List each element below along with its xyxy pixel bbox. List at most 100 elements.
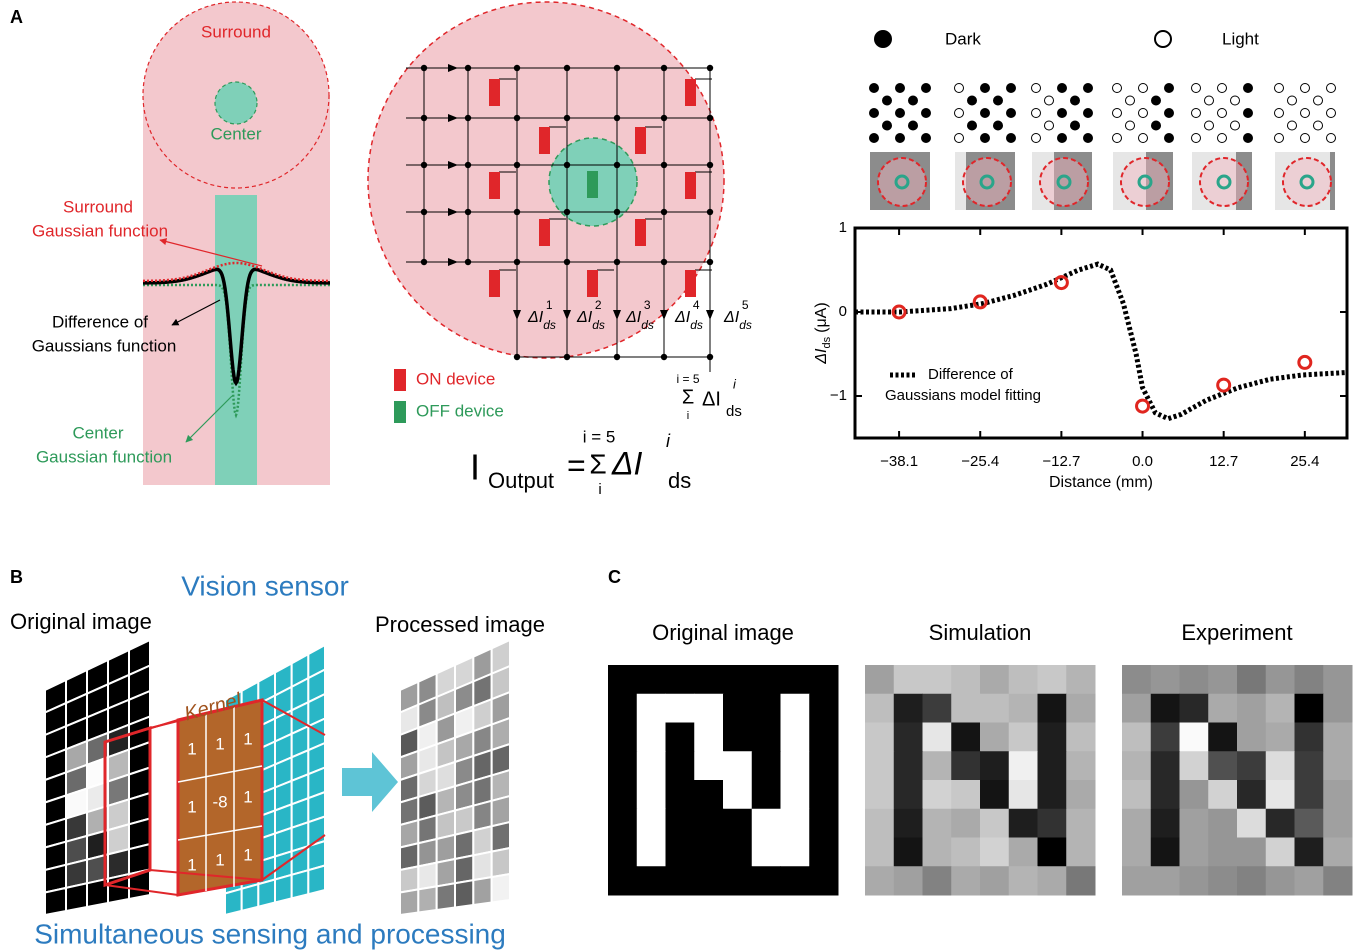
stimulus-dot bbox=[909, 96, 918, 105]
label: i = 5 bbox=[583, 427, 616, 446]
stimulus-dot bbox=[981, 84, 990, 93]
label: Center bbox=[210, 124, 261, 143]
stimulus-dot bbox=[1058, 134, 1067, 143]
x-tick-label: −25.4 bbox=[961, 453, 999, 470]
x-tick-label: 12.7 bbox=[1209, 453, 1238, 470]
pixel bbox=[1122, 665, 1151, 694]
pixel bbox=[894, 838, 923, 867]
pixel bbox=[809, 694, 838, 723]
on-device bbox=[539, 219, 550, 246]
pixel bbox=[1151, 866, 1180, 895]
current-symbol: ΔI bbox=[674, 309, 691, 326]
image-title: Original image bbox=[652, 620, 794, 645]
current-sub: ds bbox=[641, 318, 654, 332]
pixel bbox=[809, 866, 838, 895]
pixel bbox=[1237, 751, 1266, 780]
label: Surround bbox=[201, 22, 271, 41]
pixel bbox=[1237, 780, 1266, 809]
pixel bbox=[1151, 665, 1180, 694]
pixel bbox=[894, 809, 923, 838]
pixel bbox=[923, 694, 952, 723]
pixel bbox=[951, 694, 980, 723]
sensor-pixel bbox=[455, 831, 473, 860]
light-dot bbox=[1155, 31, 1171, 47]
pixel bbox=[666, 694, 695, 723]
stimulus-dot bbox=[1113, 84, 1122, 93]
sensor-pixel bbox=[242, 884, 259, 911]
pixel bbox=[752, 780, 781, 809]
pixel bbox=[809, 780, 838, 809]
pixel bbox=[608, 780, 637, 809]
pixel bbox=[1038, 723, 1067, 752]
image-title: Processed image bbox=[375, 612, 545, 637]
rf-surround bbox=[1040, 158, 1088, 206]
pixel bbox=[637, 723, 666, 752]
legend-label: OFF device bbox=[416, 401, 504, 420]
node bbox=[614, 209, 620, 215]
on-device bbox=[685, 79, 696, 106]
stimulus-dot bbox=[1327, 84, 1336, 93]
pixel bbox=[1038, 866, 1067, 895]
current-symbol: ΔI bbox=[576, 309, 593, 326]
pixel bbox=[666, 665, 695, 694]
sensor-pixel bbox=[492, 874, 510, 903]
node bbox=[564, 259, 570, 265]
node bbox=[614, 259, 620, 265]
pixel bbox=[666, 751, 695, 780]
legend-swatch bbox=[394, 369, 406, 391]
on-device bbox=[685, 172, 696, 199]
stimulus-dot bbox=[896, 84, 905, 93]
sensor-pixel bbox=[400, 889, 418, 915]
node bbox=[465, 162, 471, 168]
pixel bbox=[1208, 723, 1237, 752]
sensor-pixel bbox=[418, 863, 436, 890]
pixel bbox=[608, 751, 637, 780]
pixel bbox=[980, 665, 1009, 694]
pixel bbox=[1266, 838, 1295, 867]
on-device bbox=[685, 270, 696, 297]
data-point bbox=[1299, 356, 1311, 368]
pixel bbox=[1009, 694, 1038, 723]
kernel-value: 1 bbox=[243, 729, 252, 748]
pixel bbox=[637, 665, 666, 694]
legend-label: Dark bbox=[945, 29, 981, 48]
pixel bbox=[951, 780, 980, 809]
node bbox=[564, 115, 570, 121]
pixel bbox=[1038, 751, 1067, 780]
label: Center bbox=[72, 423, 123, 442]
node bbox=[465, 209, 471, 215]
pixel bbox=[1266, 694, 1295, 723]
node bbox=[421, 115, 427, 121]
sensor-pixel bbox=[258, 880, 275, 907]
pixel bbox=[1122, 694, 1151, 723]
stimulus-dot bbox=[1205, 121, 1214, 130]
stimulus-dot bbox=[896, 109, 905, 118]
pixel bbox=[1266, 809, 1295, 838]
node bbox=[564, 65, 570, 71]
pixel bbox=[951, 866, 980, 895]
pixel bbox=[951, 838, 980, 867]
off-device bbox=[587, 171, 598, 198]
label: Σ bbox=[589, 448, 606, 479]
label: Gaussian function bbox=[36, 447, 172, 466]
pixel bbox=[1038, 838, 1067, 867]
pixel bbox=[923, 723, 952, 752]
pixel bbox=[666, 723, 695, 752]
label: Difference of bbox=[52, 312, 148, 331]
data-point bbox=[1218, 379, 1230, 391]
y-axis-label-sub: ds bbox=[821, 336, 833, 348]
sensor-pixel bbox=[473, 852, 491, 881]
pixel bbox=[637, 866, 666, 895]
node bbox=[661, 209, 667, 215]
stimulus-dot bbox=[1113, 134, 1122, 143]
current-sup: 4 bbox=[693, 298, 700, 312]
formula-eq: = bbox=[567, 447, 586, 483]
pixel bbox=[923, 838, 952, 867]
pixel bbox=[951, 665, 980, 694]
kernel-value: -8 bbox=[212, 792, 227, 811]
pixel bbox=[1180, 866, 1209, 895]
pixel bbox=[1295, 665, 1324, 694]
pixel bbox=[781, 665, 810, 694]
sensor-pixel bbox=[292, 870, 309, 898]
stimulus-dot bbox=[994, 121, 1003, 130]
